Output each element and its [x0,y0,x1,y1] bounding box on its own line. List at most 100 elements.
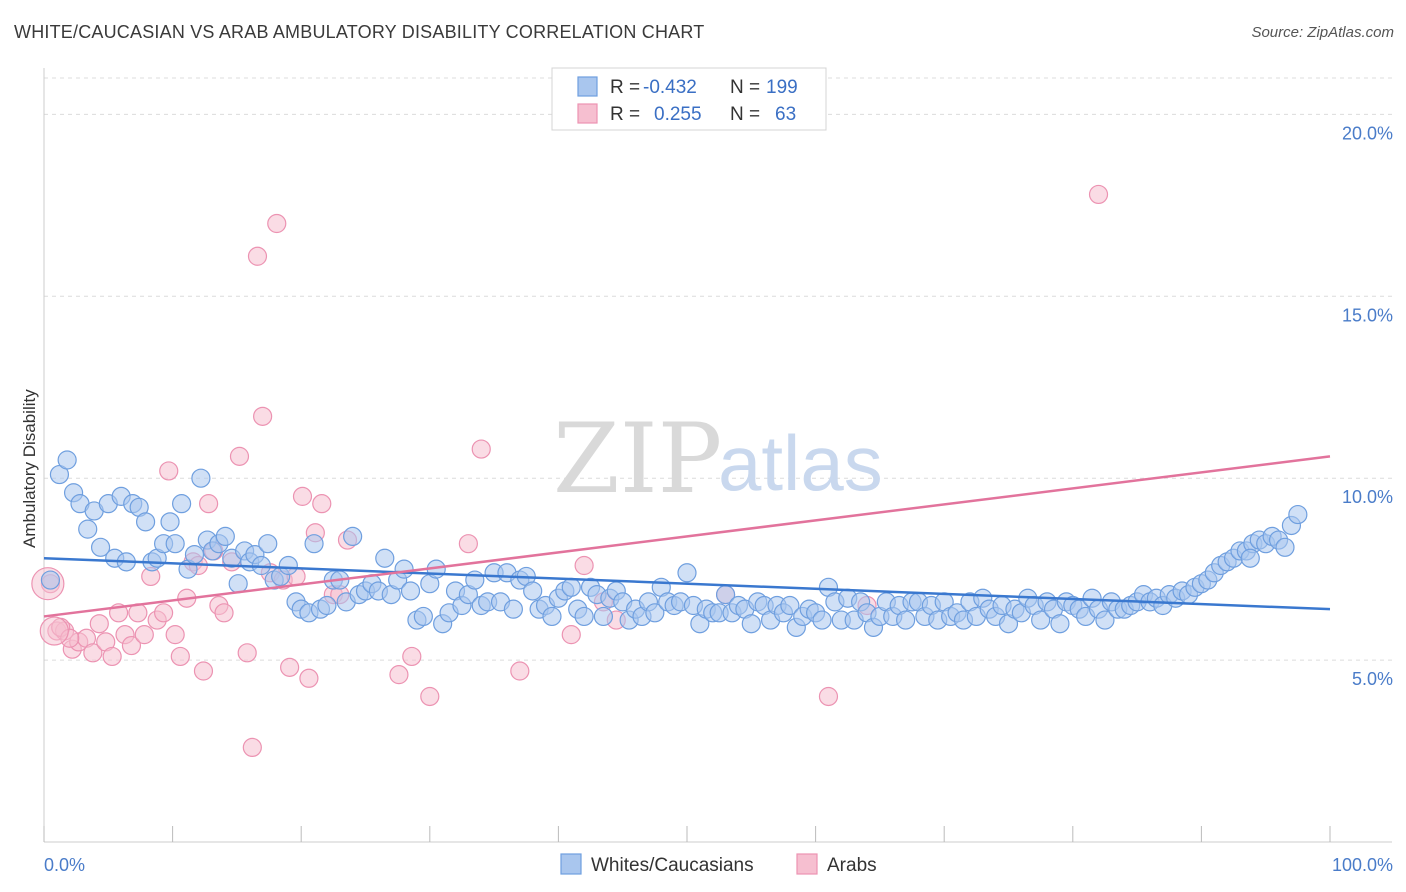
legend-r-value-pink: 0.255 [654,104,702,125]
point-pink-30 [229,446,250,466]
y-tick-label-0: 5.0% [1352,669,1393,689]
point-blue-55 [394,559,414,579]
point-blue-43 [317,595,337,616]
point-blue-52 [375,548,395,568]
point-blue-192 [1275,537,1295,557]
trend-lines [43,455,1331,618]
point-blue-22 [184,544,205,565]
point-blue-83 [574,606,594,627]
legend-r-label-pink: R = [610,104,640,125]
trend-line-arab [43,455,1331,618]
watermark: ZIP atlas [553,403,883,515]
point-pink-19 [165,625,185,645]
point-pink-47 [389,665,409,685]
trend-line-white [43,556,1331,611]
legend-n-label-pink: N = [730,104,760,125]
point-blue-66 [465,570,485,590]
point-pink-49 [420,686,440,707]
series-legend-label-white: Whites/Caucasians [591,855,754,876]
point-blue-2 [57,450,77,470]
y-tick-label-2: 15.0% [1342,305,1393,325]
point-blue-20 [172,494,192,514]
point-pink-50 [458,534,478,554]
point-blue-81 [561,577,581,597]
watermark-atlas: atlas [718,419,883,507]
point-blue-115 [780,595,800,616]
point-blue-29 [228,574,248,594]
point-pink-31 [237,643,257,663]
axes [43,68,1392,843]
point-blue-133 [896,610,916,630]
series-legend-swatch-white [560,853,582,875]
point-pink-60 [1088,184,1109,205]
point-blue-58 [413,606,433,627]
point-pink-52 [510,661,530,681]
point-blue-18 [160,512,180,532]
point-blue-27 [215,526,235,547]
x-tick-label-0: 0.0% [44,855,85,875]
point-blue-5 [78,519,98,539]
point-pink-7 [89,614,109,634]
point-blue-37 [278,555,298,576]
point-pink-48 [402,646,422,667]
point-pink-12 [121,635,142,656]
y-tick-labels: 5.0% 10.0% 15.0% 20.0% [1342,123,1393,689]
point-pink-33 [247,246,268,266]
point-pink-40 [292,486,313,506]
series-legend-label-arab: Arabs [827,855,877,876]
series-legend: Whites/Caucasians Arabs [560,853,877,876]
legend-swatch-pink [577,103,598,124]
point-blue-0 [40,570,61,590]
watermark-zip: ZIP [553,403,722,515]
point-blue-19 [165,534,185,554]
y-tick-label-1: 10.0% [1342,487,1393,507]
point-blue-14 [135,512,156,532]
point-blue-154 [1031,610,1051,630]
legend-r-value-blue: -0.432 [643,77,697,98]
legend-box [551,67,827,131]
point-blue-78 [542,606,562,627]
point-blue-194 [1288,504,1308,525]
point-blue-86 [593,606,614,627]
point-pink-25 [199,494,219,514]
point-pink-20 [170,646,190,667]
x-tick-labels: 0.0% 100.0% [44,855,1393,875]
point-blue-34 [258,534,278,554]
correlation-legend: R = -0.432 N = 199 R = 0.255 N = 63 [551,67,827,131]
legend-n-label-blue: N = [730,77,760,98]
legend-swatch-blue [577,76,598,97]
point-blue-99 [677,563,697,583]
point-blue-56 [400,581,421,601]
legend-n-value-pink: 63 [775,104,796,125]
point-blue-23 [191,468,211,488]
point-pink-17 [153,603,174,623]
point-pink-43 [312,494,332,514]
point-pink-large-b [39,616,69,646]
series-legend-swatch-arab [796,853,818,875]
point-pink-24 [193,661,214,681]
point-blue-157 [1050,614,1070,634]
chart-title: WHITE/CAUCASIAN VS ARAB AMBULATORY DISAB… [14,22,705,42]
point-blue-120 [812,610,832,630]
point-blue-47 [343,526,363,547]
grid-lines [44,77,1392,661]
y-tick-label-3: 20.0% [1342,123,1393,143]
point-pink-6 [83,643,103,663]
point-pink-32 [242,737,262,758]
point-pink-36 [267,213,287,234]
legend-r-label-blue: R = [610,77,640,98]
point-pink-41 [299,668,319,688]
point-pink-34 [253,406,273,426]
point-blue-72 [503,599,523,619]
point-blue-94 [645,603,665,623]
point-pink-58 [818,686,839,707]
source-credit: Source: ZipAtlas.com [1251,24,1394,41]
x-tick-label-1: 100.0% [1332,855,1393,875]
point-pink-28 [214,603,234,623]
point-pink-53 [561,625,581,645]
y-axis-title: Ambulatory Disability [20,389,39,548]
point-blue-75 [523,581,543,601]
point-pink-14 [134,625,154,645]
point-pink-54 [574,555,594,576]
